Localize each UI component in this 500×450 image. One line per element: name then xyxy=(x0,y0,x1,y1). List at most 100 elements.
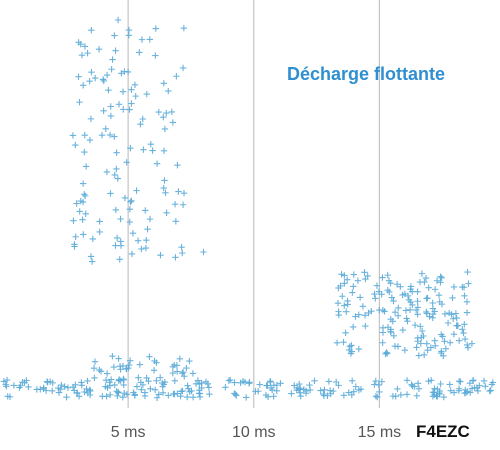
data-point xyxy=(297,393,304,400)
data-point xyxy=(226,376,234,384)
data-point xyxy=(149,147,156,154)
data-point xyxy=(379,274,386,281)
marks-layer xyxy=(0,16,497,401)
data-point xyxy=(189,393,197,401)
data-point xyxy=(179,64,187,72)
data-point xyxy=(464,344,472,351)
data-point xyxy=(333,339,341,346)
data-point xyxy=(330,387,337,395)
data-point xyxy=(450,330,458,338)
data-point xyxy=(256,381,263,388)
data-point xyxy=(489,379,497,386)
data-point xyxy=(140,146,147,153)
data-point xyxy=(184,382,191,389)
data-point xyxy=(63,394,70,401)
data-point xyxy=(127,145,134,152)
data-point xyxy=(415,352,423,359)
data-point xyxy=(146,353,153,360)
data-point xyxy=(467,389,474,396)
data-point xyxy=(157,252,164,259)
data-point xyxy=(142,244,150,252)
data-point xyxy=(161,125,169,133)
data-point xyxy=(110,363,118,371)
data-point xyxy=(306,381,313,389)
data-point xyxy=(382,350,389,358)
data-point xyxy=(180,369,187,376)
data-point xyxy=(422,274,430,282)
data-point xyxy=(341,272,348,279)
data-point xyxy=(267,378,274,386)
data-point xyxy=(179,201,187,208)
data-point xyxy=(111,32,118,39)
data-point xyxy=(364,272,371,280)
data-point xyxy=(186,357,193,365)
data-point xyxy=(372,295,379,302)
data-point xyxy=(128,197,135,204)
data-point xyxy=(4,393,11,400)
data-point xyxy=(79,82,87,89)
data-point xyxy=(75,73,82,80)
data-point xyxy=(86,77,93,85)
data-point xyxy=(407,298,414,306)
data-point xyxy=(129,230,137,237)
data-point xyxy=(343,308,350,315)
data-point xyxy=(461,321,468,328)
data-point xyxy=(427,344,435,351)
data-point xyxy=(345,346,353,354)
data-point xyxy=(121,389,128,397)
data-point xyxy=(37,386,44,393)
data-point xyxy=(95,46,103,53)
data-point xyxy=(175,188,182,195)
data-point xyxy=(423,308,430,316)
data-point xyxy=(374,393,381,401)
data-point xyxy=(178,388,185,395)
data-point xyxy=(349,377,356,384)
data-point xyxy=(112,206,120,214)
data-point xyxy=(433,277,441,284)
data-point xyxy=(431,308,438,315)
data-point xyxy=(160,147,168,154)
data-point xyxy=(408,381,415,388)
data-point xyxy=(384,271,391,279)
data-point xyxy=(117,242,125,249)
data-point xyxy=(391,342,399,350)
data-point xyxy=(390,297,397,305)
data-point xyxy=(170,390,177,398)
data-point xyxy=(107,103,114,110)
data-point xyxy=(126,205,134,213)
data-point xyxy=(69,383,77,391)
data-point xyxy=(378,291,385,298)
data-point xyxy=(112,47,119,54)
data-point xyxy=(414,311,421,318)
data-point xyxy=(120,106,127,113)
data-point xyxy=(80,191,88,198)
data-point xyxy=(469,377,477,385)
data-point xyxy=(426,313,433,320)
data-point xyxy=(102,383,109,390)
data-point xyxy=(72,141,79,149)
data-point xyxy=(124,68,132,76)
data-point xyxy=(84,49,91,57)
data-point xyxy=(177,392,184,400)
data-point xyxy=(100,107,107,114)
data-point xyxy=(117,215,124,223)
data-point xyxy=(460,329,467,337)
data-point xyxy=(76,98,83,106)
data-point xyxy=(231,390,238,397)
data-point xyxy=(102,376,110,384)
data-point xyxy=(82,210,89,217)
data-point xyxy=(107,376,115,383)
data-point xyxy=(442,345,450,352)
data-point xyxy=(206,391,213,398)
data-point xyxy=(346,343,354,350)
data-point xyxy=(161,177,168,184)
data-point xyxy=(81,43,89,50)
data-point xyxy=(114,175,122,182)
data-point xyxy=(408,288,416,295)
data-point xyxy=(134,237,142,244)
data-point xyxy=(339,293,346,300)
data-point xyxy=(103,393,110,400)
data-point xyxy=(341,280,348,287)
data-point xyxy=(393,281,401,288)
data-point xyxy=(320,390,327,398)
